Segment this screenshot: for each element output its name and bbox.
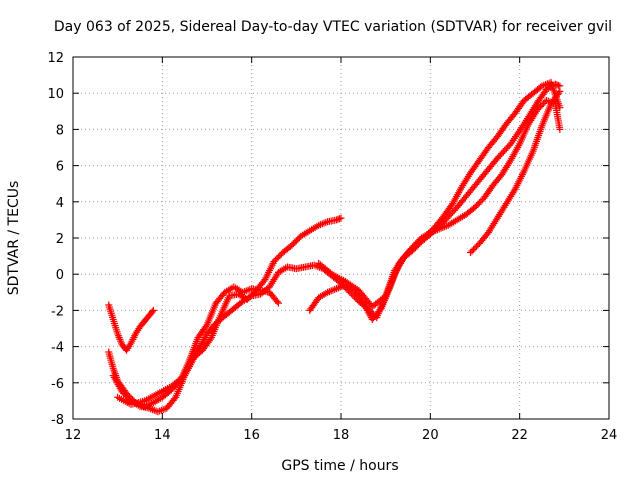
data-point <box>149 306 157 314</box>
y-tick-label: 8 <box>56 123 64 138</box>
data-point <box>273 255 281 263</box>
x-axis-label: GPS time / hours <box>281 458 398 474</box>
data-point <box>474 200 482 208</box>
data-point <box>206 335 214 343</box>
data-point <box>120 389 128 397</box>
data-point <box>450 206 458 214</box>
y-tick-label: 0 <box>56 268 64 283</box>
data-point <box>410 242 418 250</box>
data-point <box>471 203 479 211</box>
x-tick-label: 14 <box>154 428 171 443</box>
data-point <box>498 150 506 158</box>
data-point <box>123 392 131 400</box>
data-point <box>504 143 512 151</box>
data-point <box>472 242 480 250</box>
data-point <box>273 298 281 306</box>
data-point <box>271 256 279 264</box>
data-point <box>477 197 485 205</box>
data-point <box>294 235 302 243</box>
data-point <box>468 247 476 255</box>
data-point <box>337 214 345 222</box>
y-tick-label: -4 <box>51 341 64 356</box>
data-point <box>554 81 562 89</box>
data-point <box>556 125 564 133</box>
data-point <box>413 239 421 247</box>
data-point <box>202 322 210 330</box>
data-point <box>502 145 510 153</box>
data-point <box>292 237 300 245</box>
x-tick-label: 20 <box>422 428 439 443</box>
data-point <box>501 146 509 154</box>
data-point <box>499 148 507 156</box>
data-point <box>495 153 503 161</box>
grid-lines <box>73 57 609 419</box>
data-point <box>556 87 564 95</box>
data-point <box>411 240 419 248</box>
data-point <box>288 241 296 249</box>
data-point <box>336 215 344 223</box>
data-point <box>534 105 542 113</box>
chart-title: Day 063 of 2025, Sidereal Day-to-day VTE… <box>54 19 612 35</box>
data-point <box>408 243 416 251</box>
data-point <box>274 253 282 261</box>
x-tick-label: 16 <box>243 428 260 443</box>
data-point <box>493 154 501 162</box>
data-point <box>470 245 478 253</box>
y-tick-label: 12 <box>47 51 64 66</box>
data-point <box>414 237 422 245</box>
data-point <box>496 151 504 159</box>
data-point <box>333 216 341 224</box>
data-point <box>471 244 479 252</box>
data-point <box>467 248 475 256</box>
y-tick-label: -8 <box>51 413 64 428</box>
y-tick-label: -6 <box>51 377 64 392</box>
x-tick-label: 22 <box>511 428 528 443</box>
data-point <box>326 269 334 277</box>
y-axis-label: SDTVAR / TECUs <box>6 181 22 296</box>
x-tick-label: 12 <box>65 428 82 443</box>
y-tick-label: 10 <box>47 87 64 102</box>
data-point <box>376 306 384 314</box>
x-tick-label: 18 <box>333 428 350 443</box>
data-point <box>538 101 546 109</box>
data-point <box>291 238 299 246</box>
data-point <box>276 251 284 259</box>
y-tick-label: 2 <box>56 232 64 247</box>
data-point <box>121 391 129 399</box>
data-point <box>274 299 282 307</box>
data-point <box>124 394 132 402</box>
data-point <box>555 89 563 97</box>
data-point <box>118 388 126 396</box>
y-tick-label: -2 <box>51 304 64 319</box>
x-tick-label: 24 <box>601 428 618 443</box>
data-point <box>170 395 178 403</box>
y-tick-label: 6 <box>56 160 64 175</box>
data-point <box>475 199 483 207</box>
y-tick-label: 4 <box>56 196 64 211</box>
data-point <box>539 99 547 107</box>
data-point <box>334 215 342 223</box>
data-point <box>289 240 297 248</box>
data-point <box>148 308 156 316</box>
data-point <box>472 202 480 210</box>
data-point <box>270 258 278 266</box>
data-point <box>537 102 545 110</box>
data-point <box>535 104 543 112</box>
data-points <box>105 78 564 416</box>
